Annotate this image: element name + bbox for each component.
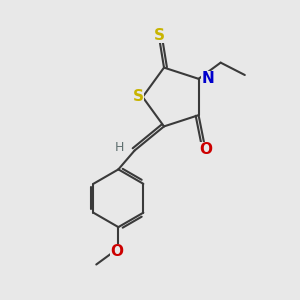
Text: O: O	[110, 244, 123, 259]
Text: S: S	[154, 28, 165, 43]
Text: S: S	[133, 89, 144, 104]
Text: O: O	[200, 142, 212, 158]
Text: N: N	[202, 71, 215, 86]
Text: H: H	[115, 140, 124, 154]
